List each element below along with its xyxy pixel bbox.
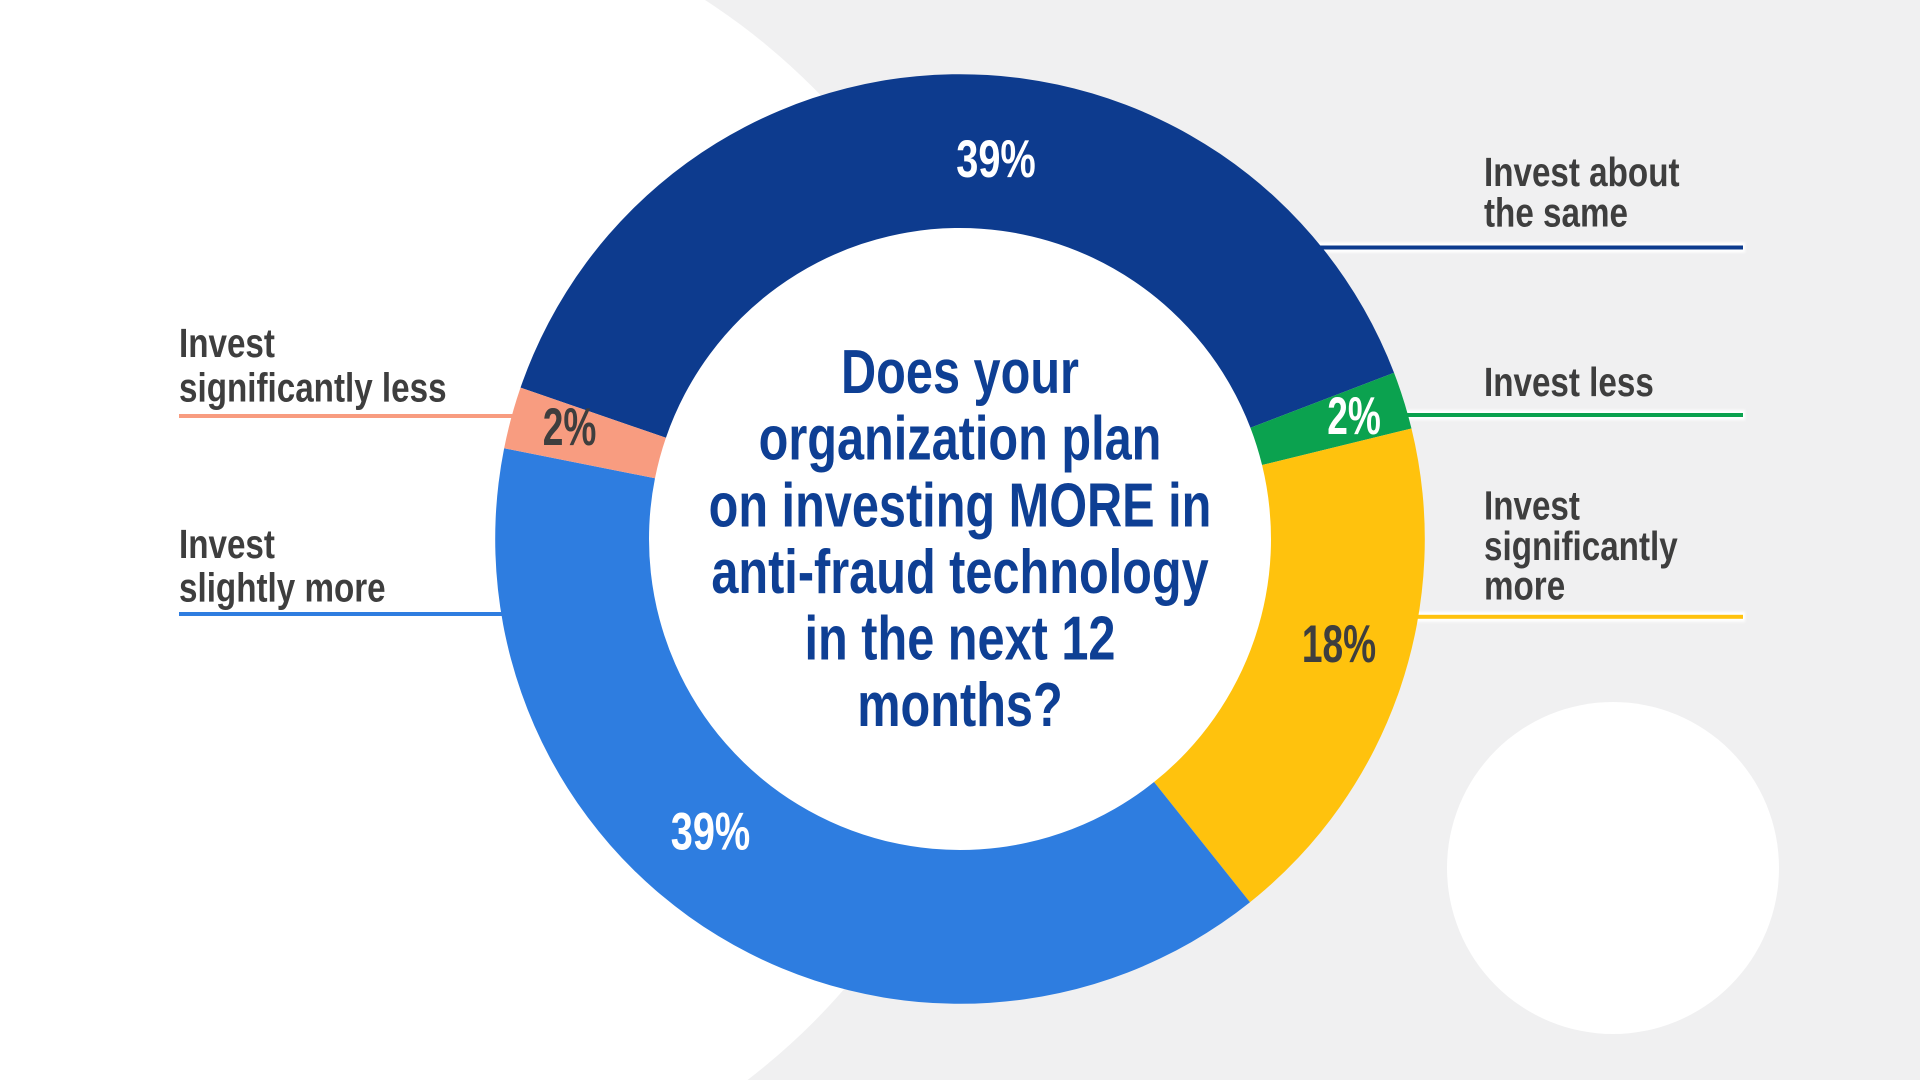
svg-text:months?: months? — [857, 671, 1062, 740]
svg-text:Invest: Invest — [179, 521, 275, 567]
svg-text:more: more — [1484, 562, 1565, 608]
svg-text:Does your: Does your — [841, 337, 1079, 406]
svg-text:on investing MORE in: on investing MORE in — [709, 471, 1212, 540]
svg-text:Invest: Invest — [179, 320, 275, 366]
svg-text:significantly less: significantly less — [179, 364, 447, 410]
svg-text:anti-fraud technology: anti-fraud technology — [711, 537, 1208, 606]
svg-text:2%: 2% — [543, 397, 597, 456]
svg-text:Invest about: Invest about — [1484, 149, 1680, 195]
svg-text:organization plan: organization plan — [759, 404, 1162, 473]
svg-text:in the next 12: in the next 12 — [805, 604, 1116, 673]
svg-text:slightly more: slightly more — [179, 564, 386, 610]
svg-text:significantly: significantly — [1484, 523, 1678, 569]
svg-text:the same: the same — [1484, 189, 1628, 235]
svg-text:2%: 2% — [1327, 387, 1381, 446]
svg-text:Invest less: Invest less — [1484, 359, 1654, 405]
svg-text:Invest: Invest — [1484, 482, 1580, 528]
svg-text:39%: 39% — [671, 802, 751, 861]
svg-text:18%: 18% — [1302, 614, 1376, 673]
svg-text:39%: 39% — [956, 129, 1036, 188]
